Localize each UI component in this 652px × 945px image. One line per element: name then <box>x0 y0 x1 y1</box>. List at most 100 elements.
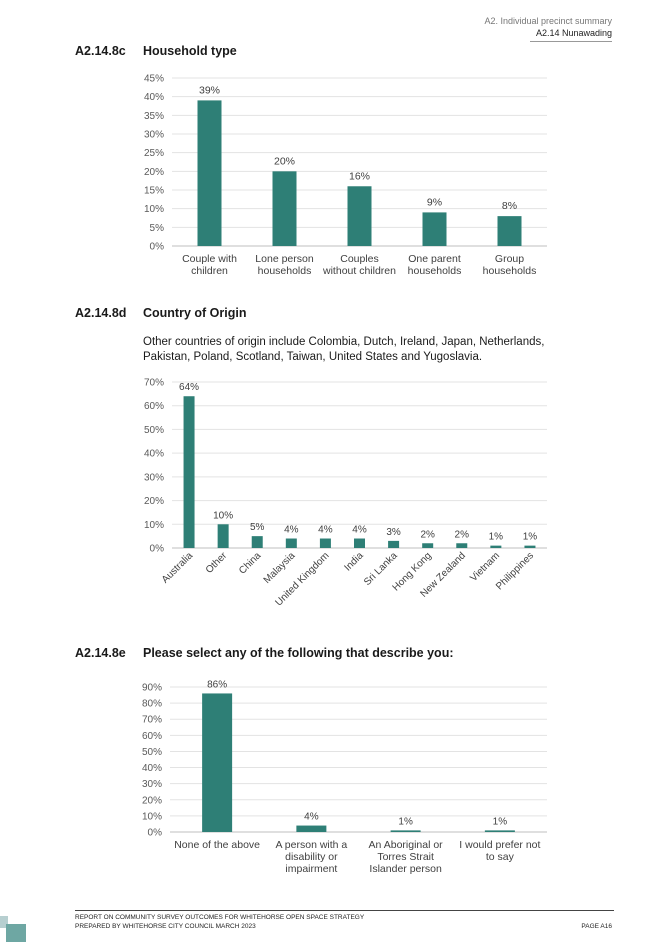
x-tick-label: Australia <box>160 550 196 586</box>
section-title-country: Country of Origin <box>143 306 246 320</box>
x-tick-label: children <box>191 265 228 277</box>
describe-you-chart: 0% 10% 20% 30% 40% 50% 60% 70% 80% 90% 86% None of … <box>0 672 652 882</box>
bar <box>296 826 326 832</box>
section-code-country: A2.14.8d <box>75 306 126 320</box>
bar <box>354 539 365 548</box>
data-label: 3% <box>386 527 401 538</box>
x-tick-label: without children <box>322 265 396 277</box>
x-tick-label: impairment <box>285 863 337 875</box>
x-tick-label: Couples <box>340 253 379 265</box>
x-tick-label: Lone person <box>255 253 314 265</box>
y-tick-label: 30% <box>144 472 164 483</box>
bar <box>348 186 372 246</box>
x-tick-label: households <box>483 265 537 277</box>
x-tick-label: Couple with <box>182 253 237 265</box>
x-tick-label: households <box>408 265 462 277</box>
y-tick-label: 70% <box>144 378 164 389</box>
y-tick-label: 60% <box>144 401 164 412</box>
y-tick-label: 10% <box>144 520 164 531</box>
y-tick-label: 80% <box>142 699 162 710</box>
data-label: 1% <box>398 816 413 827</box>
bar <box>184 396 195 548</box>
data-label: 4% <box>284 525 299 536</box>
footer-prepared-by: PREPARED BY WHITEHORSE CITY COUNCIL MARC… <box>75 923 256 930</box>
data-label: 64% <box>179 382 199 393</box>
data-label: 16% <box>349 170 370 182</box>
x-tick-label: disability or <box>285 851 338 863</box>
x-tick-label: Other <box>204 550 230 576</box>
y-tick-label: 40% <box>142 763 162 774</box>
bar <box>198 100 222 246</box>
y-tick-label: 50% <box>142 747 162 758</box>
header-rule <box>530 41 612 42</box>
bar <box>422 543 433 548</box>
data-label: 1% <box>493 816 508 827</box>
data-label: 4% <box>352 525 367 536</box>
bar <box>273 171 297 246</box>
bar <box>218 524 229 548</box>
bar <box>456 543 467 548</box>
x-tick-label: One parent <box>408 253 461 265</box>
section-title-describe: Please select any of the following that … <box>143 646 454 660</box>
y-tick-label: 0% <box>150 544 165 555</box>
y-tick-label: 0% <box>150 242 165 253</box>
data-label: 20% <box>274 155 295 167</box>
data-label: 5% <box>250 522 265 533</box>
y-tick-label: 40% <box>144 449 164 460</box>
y-tick-label: 15% <box>144 186 164 197</box>
y-tick-label: 20% <box>142 795 162 806</box>
country-of-origin-chart: 0% 10% 20% 30% 40% 50% 60% 70% 64% Australia 10% Ot… <box>0 372 652 632</box>
x-tick-label: I would prefer not <box>459 839 540 851</box>
section-title-household: Household type <box>143 44 237 58</box>
x-tick-label: China <box>237 550 264 577</box>
footer-report-title: REPORT ON COMMUNITY SURVEY OUTCOMES FOR … <box>75 914 364 921</box>
x-tick-label: Torres Strait <box>377 851 434 863</box>
y-tick-label: 35% <box>144 111 164 122</box>
y-tick-label: 30% <box>144 130 164 141</box>
x-tick-label: None of the above <box>174 839 260 851</box>
bar <box>252 536 263 548</box>
bar <box>391 830 421 832</box>
y-tick-label: 0% <box>148 828 163 839</box>
y-tick-label: 90% <box>142 683 162 694</box>
section-code-household: A2.14.8c <box>75 44 126 58</box>
bar <box>490 546 501 548</box>
x-tick-label: India <box>343 550 366 573</box>
bar <box>498 216 522 246</box>
bar <box>286 539 297 548</box>
section-code-describe: A2.14.8e <box>75 646 126 660</box>
data-label: 86% <box>207 679 227 690</box>
header-section-label: A2. Individual precinct summary <box>484 16 612 26</box>
y-tick-label: 60% <box>142 731 162 742</box>
data-label: 1% <box>489 532 504 543</box>
bar <box>423 212 447 246</box>
data-label: 2% <box>420 529 435 540</box>
y-tick-label: 20% <box>144 496 164 507</box>
country-note: Other countries of origin include Colomb… <box>143 335 573 365</box>
x-tick-label: A person with a <box>275 839 347 851</box>
x-tick-label: Islander person <box>369 863 442 875</box>
bar <box>524 546 535 548</box>
page-number: PAGE A16 <box>581 923 612 930</box>
header-precinct-label: A2.14 Nunawading <box>536 28 612 38</box>
x-tick-label: Group <box>495 253 524 265</box>
data-label: 1% <box>523 532 538 543</box>
data-label: 10% <box>213 510 233 521</box>
bar <box>202 693 232 832</box>
footer-rule <box>75 910 614 911</box>
y-tick-label: 25% <box>144 148 164 159</box>
household-type-chart: 0% 5% 10% 15% 20% 25% 30% 35% 40% 45% 39% Couple wi… <box>0 66 652 286</box>
x-tick-label: An Aboriginal or <box>369 839 444 851</box>
x-tick-label: to say <box>486 851 515 863</box>
y-tick-label: 70% <box>142 715 162 726</box>
bar <box>320 539 331 548</box>
data-label: 8% <box>502 200 517 212</box>
y-tick-label: 5% <box>150 223 165 234</box>
data-label: 39% <box>199 84 220 96</box>
data-label: 9% <box>427 196 442 208</box>
footer-decoration-dark <box>6 924 26 942</box>
y-tick-label: 45% <box>144 74 164 85</box>
y-tick-label: 10% <box>142 811 162 822</box>
y-tick-label: 50% <box>144 425 164 436</box>
data-label: 4% <box>304 812 319 823</box>
